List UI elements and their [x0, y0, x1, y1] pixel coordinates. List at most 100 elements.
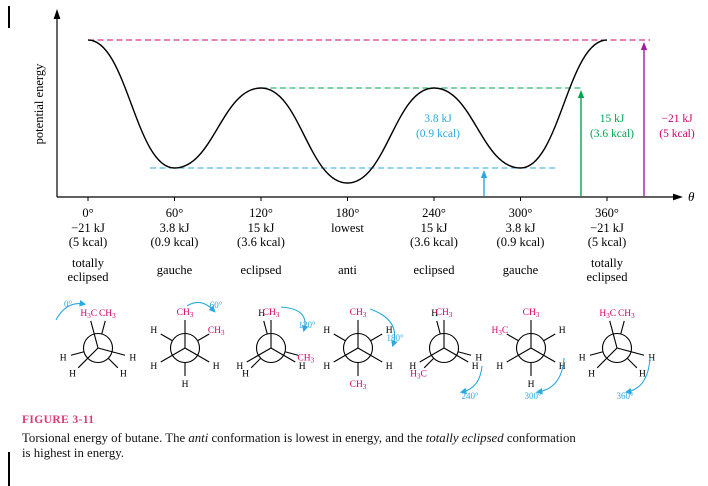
rotation-arrow-icon — [186, 301, 215, 313]
rotation-angle-label: 60° — [209, 300, 222, 310]
rotation-arrow-icon — [459, 365, 483, 395]
front-bond — [97, 347, 126, 356]
x-axis-label-column-0: 0° −21 kJ (5 kcal) — [45, 206, 131, 250]
hydrogen-label: H — [242, 369, 249, 379]
hydrogen-label: H — [385, 326, 392, 336]
kcal-label: (0.9 kcal) — [150, 235, 199, 249]
back-bond — [620, 320, 625, 335]
annotation-line: 3.8 kJ — [424, 113, 452, 125]
methyl-group-label: H3C — [80, 309, 97, 320]
hydrogen-label: H — [299, 362, 306, 372]
front-bond — [616, 347, 645, 356]
front-bond — [270, 347, 296, 363]
x-axis-title-theta: θ — [688, 189, 695, 204]
back-bond — [159, 333, 173, 342]
hydrogen-label: H — [472, 362, 479, 372]
kcal-label: (5 kcal) — [68, 235, 108, 249]
newman-projection-2: H H CH3 CH3 H H 120° — [223, 296, 319, 404]
energy-label: −21 kJ — [590, 220, 624, 235]
eclipsed-energy-arrow-head-icon — [577, 90, 585, 98]
newman-circle — [82, 332, 114, 364]
torsional-energy-plot — [53, 9, 683, 201]
newman-projection-row: CH3 H H H3C H H 0° CH3 H H CH3 H H 60° H H CH3 CH3 H H 120° H… — [0, 296, 708, 408]
page-margin-mark-top — [8, 6, 10, 28]
front-bond — [443, 347, 469, 363]
annotation-line: (5 kcal) — [659, 128, 695, 140]
conformation-name-2: eclipsed — [240, 263, 282, 277]
x-axis-label-column-5: 300° 3.8 kJ (0.9 kcal) — [478, 206, 564, 250]
x-axis-arrowhead-icon — [673, 193, 683, 201]
newman-projection-0: CH3 H H H3C H H 0° — [50, 296, 146, 404]
energy-label: 3.8 kJ — [159, 220, 190, 235]
hydrogen-label: H — [323, 326, 330, 336]
hydrogen-label: H — [150, 326, 157, 336]
methyl-group-label: CH3 — [297, 353, 314, 364]
x-axis-label-column-1: 60° 3.8 kJ (0.9 kcal) — [132, 206, 218, 250]
rotation-angle-label: 180° — [386, 333, 404, 343]
angle-label: 240° — [422, 206, 446, 220]
rotation-angle-label: 300° — [524, 391, 542, 401]
hydrogen-label: H — [236, 362, 243, 372]
hydrogen-label: H — [579, 353, 586, 363]
front-bond — [530, 347, 556, 363]
page-margin-mark-bottom — [8, 452, 10, 486]
conformation-name-5: gauche — [502, 263, 539, 277]
caption-part-4: conformation is highest in energy. — [22, 431, 576, 460]
hydrogen-label: H — [431, 309, 438, 319]
annotation-line: −21 kJ — [661, 113, 693, 125]
angle-label: 180° — [335, 206, 360, 220]
hydrogen-label: H — [212, 362, 219, 372]
back-bond — [101, 320, 106, 335]
front-bond — [609, 320, 618, 349]
newman-circle — [601, 332, 633, 364]
gauche-energy-arrow-head-icon — [480, 170, 488, 178]
hydrogen-label: H — [648, 353, 655, 363]
hydrogen-label: H — [475, 353, 482, 363]
newman-projection-6: CH3 H H H3C H H 360° — [569, 296, 665, 404]
methyl-group-label: CH3 — [349, 380, 366, 391]
x-axis-label-column-6: 360° −21 kJ (5 kcal) — [564, 206, 650, 250]
angle-label: 300° — [508, 206, 533, 220]
conformation-name-0: totally eclipsed — [67, 256, 109, 284]
front-bond — [246, 347, 272, 363]
methyl-group-label: CH3 — [176, 308, 193, 319]
front-bond — [184, 347, 210, 363]
front-bond — [505, 347, 531, 363]
methyl-group-label: CH3 — [263, 308, 280, 319]
hydrogen-label: H — [181, 380, 188, 390]
newman-projection-5: H H3C H CH3 H H 300° — [483, 296, 579, 404]
annotation-line: (0.9 kcal) — [415, 128, 461, 140]
methyl-group-label: CH3 — [436, 308, 453, 319]
rotation-arrow-icon — [280, 306, 309, 333]
angle-label: 60° — [165, 206, 184, 220]
figure-label: FIGURE 3-11 — [22, 414, 95, 426]
back-bond — [542, 333, 556, 342]
back-bond — [436, 320, 441, 335]
back-bond — [196, 333, 210, 342]
back-bond — [369, 333, 383, 342]
x-axis-label-column-4: 240° 15 kJ (3.6 kcal) — [391, 206, 477, 250]
rotation-arrow-icon — [535, 357, 565, 395]
angle-label: 120° — [249, 206, 273, 220]
front-bond — [159, 347, 185, 363]
totally-eclipsed-energy-arrow-head-icon — [640, 42, 648, 50]
energy-label: 15 kJ — [420, 220, 448, 235]
front-bond — [419, 347, 445, 363]
energy-label: −21 kJ — [71, 220, 105, 235]
angle-label: 0° — [82, 206, 94, 220]
hydrogen-label: H — [385, 362, 392, 372]
hydrogen-label: H — [69, 369, 76, 379]
methyl-group-label: H3C — [491, 326, 508, 337]
hydrogen-label: H — [558, 326, 565, 336]
front-bond — [332, 347, 358, 363]
x-axis-label-column-2: 120° 15 kJ (3.6 kcal) — [218, 206, 304, 250]
rotation-angle-label: 0° — [64, 299, 73, 309]
back-bond — [107, 357, 119, 369]
figure-caption: Torsional energy of butane. The anti con… — [22, 431, 584, 461]
front-bond — [357, 347, 383, 363]
back-bond — [263, 320, 268, 335]
conformation-name-4: eclipsed — [413, 263, 455, 277]
back-bond — [284, 351, 299, 356]
kcal-label: (3.6 kcal) — [237, 235, 285, 249]
rotation-angle-label: 240° — [461, 391, 479, 401]
